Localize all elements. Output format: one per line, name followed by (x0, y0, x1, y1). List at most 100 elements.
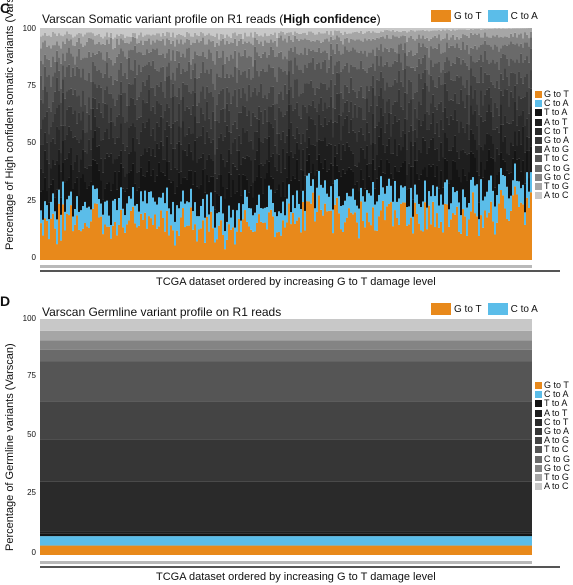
stack-segment-a-to-g (100, 87, 103, 113)
stack-segment-g-to-c (348, 42, 351, 52)
stack-segment-a-to-t (66, 158, 69, 181)
stack-segment-g-to-t (314, 221, 317, 260)
stack-segment-a-to-g (144, 85, 147, 104)
stack-segment-t-to-a (372, 159, 375, 182)
stack-segment-t-to-c (216, 73, 219, 105)
stack-segment-a-to-t (196, 162, 199, 187)
stack-segment-g-to-c (404, 35, 407, 44)
stack-segment-c-to-g (496, 46, 499, 62)
stack-segment-t-to-a (194, 171, 197, 203)
stack-segment-t-to-c (204, 72, 207, 99)
stack-segment-t-to-g (226, 34, 229, 41)
stack-segment-t-to-g (76, 34, 79, 42)
stack-segment-g-to-c (484, 32, 487, 41)
stack-segment-c-to-t (136, 138, 139, 173)
stack-segment-a-to-c (458, 28, 461, 30)
stack-segment-g-to-t (430, 224, 433, 260)
stack-segment-c-to-a (122, 208, 125, 228)
stack-segment-a-to-c (466, 28, 469, 30)
stack-segment-t-to-a (440, 170, 443, 195)
stack-segment-a-to-g (136, 99, 139, 120)
stack-segment-t-to-g (508, 28, 511, 38)
stack-segment-a-to-c (496, 28, 499, 29)
stack-segment-c-to-g (90, 56, 93, 82)
stack-segment-g-to-c (494, 36, 497, 45)
stack-segment-c-to-g (452, 46, 455, 63)
stack-segment-c-to-a (140, 191, 143, 214)
stack-segment-t-to-g (82, 36, 85, 47)
stack-segment-g-to-c (460, 37, 463, 50)
stack-segment-t-to-a (48, 202, 51, 220)
stack-segment-g-to-c (318, 40, 321, 48)
stack-segment-t-to-a (138, 187, 141, 212)
legend-swatch (535, 455, 542, 463)
stack-segment-t-to-a (484, 169, 487, 197)
stack-segment-c-to-g (506, 45, 509, 59)
stack-segment-g-to-a (394, 101, 397, 116)
stack-segment-g-to-t (282, 220, 285, 260)
stack-segment-c-to-g (206, 59, 209, 70)
stack-segment-g-to-t (108, 226, 111, 260)
stack-segment-t-to-g (284, 34, 287, 39)
stack-segment-t-to-a (156, 175, 159, 205)
stack-segment-c-to-t (240, 143, 243, 165)
stack-segment-c-to-a (412, 216, 415, 234)
legend-label: A to C (544, 190, 569, 201)
stack-segment-a-to-t (306, 147, 309, 161)
stack-segment-g-to-t (116, 235, 119, 260)
stack-segment-c-to-a (242, 204, 245, 220)
stack-segment-t-to-a (378, 166, 381, 195)
stack-segment-a-to-t (116, 158, 119, 190)
stack-segment-t-to-g (198, 35, 201, 43)
stack-segment-c-to-t (486, 111, 489, 134)
stack-segment-g-to-c (272, 42, 275, 50)
stack-segment-a-to-g (394, 79, 397, 102)
stack-segment-g-to-c (90, 38, 93, 57)
stack-segment-g-to-t (318, 195, 321, 260)
stack-segment-g-to-c (278, 37, 281, 53)
stack-segment-g-to-c (352, 39, 355, 48)
stack-segment-t-to-g (394, 31, 397, 37)
stack-segment-a-to-t (238, 150, 241, 175)
stack-segment-g-to-t (520, 202, 523, 260)
stack-segment-g-to-t (372, 207, 375, 260)
stack-segment-c-to-a (452, 187, 455, 214)
stack-segment-c-to-a (50, 201, 53, 219)
stack-segment-g-to-c (284, 38, 287, 57)
stack-segment-t-to-a (348, 167, 351, 197)
stack-segment-t-to-g (84, 34, 87, 46)
stack-segment-t-to-c (144, 65, 147, 86)
stack-segment-g-to-c (308, 39, 311, 49)
stack-segment-a-to-g (334, 84, 337, 109)
stack-segment-t-to-a (388, 162, 391, 179)
stack-segment-t-to-c (94, 65, 97, 85)
stack-segment-t-to-a (280, 196, 283, 214)
side-legend-item: C to A (535, 98, 570, 108)
stack-segment-c-to-a (118, 198, 121, 225)
stack-segment-c-to-g (148, 52, 151, 62)
stack-segment-c-to-a (370, 195, 373, 226)
stack-segment-g-to-a (156, 100, 159, 123)
stack-segment-t-to-g (410, 29, 413, 36)
stack-segment-g-to-t (354, 212, 357, 260)
stack-segment-g-to-c (452, 34, 455, 46)
stack-segment-g-to-t (358, 238, 361, 260)
stack-segment-t-to-a (314, 175, 317, 209)
stack-segment-a-to-t (398, 144, 401, 172)
stack-segment-a-to-c (396, 28, 399, 31)
stack-segment-t-to-c (426, 69, 429, 86)
stack-segment-a-to-t (92, 137, 95, 160)
stack-segment-t-to-g (110, 32, 113, 38)
stack-segment-c-to-t (74, 136, 77, 162)
stack-segment-g-to-c (466, 35, 469, 45)
stack-segment-g-to-c (274, 40, 277, 57)
stack-segment-c-to-g (514, 44, 517, 63)
stack-segment-g-to-t (460, 233, 463, 260)
stack-segment-g-to-a (242, 105, 245, 128)
stack-segment-c-to-a (526, 172, 529, 198)
stack-segment-a-to-g (472, 75, 475, 99)
stack-segment-t-to-a (62, 162, 65, 182)
stack-segment-g-to-c (232, 42, 235, 59)
stack-segment-a-to-t (310, 144, 313, 173)
band-a-to-c (40, 319, 532, 331)
